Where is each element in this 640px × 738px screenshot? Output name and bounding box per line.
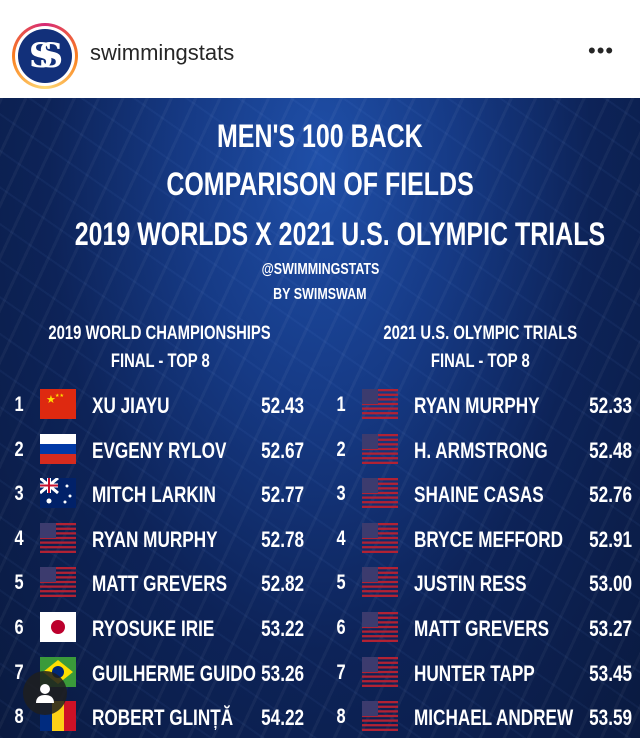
flag-usa-icon: [362, 567, 398, 598]
flag-china-icon: ★ ★★: [40, 389, 76, 419]
swim-time: 53.00: [589, 571, 632, 597]
result-row: 3 MITCH LARKIN 52.77: [0, 474, 318, 514]
swim-time: 52.77: [261, 482, 304, 508]
byline: BY SWIMSWAM: [273, 286, 367, 303]
title-line-2: COMPARISON OF FIELDS: [166, 166, 474, 202]
swim-time: 52.76: [589, 482, 632, 508]
swim-time: 54.22: [261, 705, 304, 731]
more-horizontal-icon[interactable]: •••: [588, 38, 615, 63]
swimmer-name: SHAINE CASAS: [414, 482, 544, 508]
left-heading: 2019 WORLD CHAMPIONSHIPS: [48, 323, 272, 344]
rank: 2: [14, 437, 24, 461]
flag-usa-icon: [40, 567, 76, 598]
post-header: SS swimmingstats •••: [0, 0, 640, 98]
swim-time: 52.67: [261, 437, 304, 463]
rank: 8: [14, 705, 24, 729]
rank: 7: [14, 660, 24, 684]
profile-avatar[interactable]: SS: [12, 23, 78, 89]
swimmer-name: RYAN MURPHY: [414, 393, 540, 418]
swimmingstats-logo: SS: [18, 29, 72, 83]
result-row: 6 MATT GREVERS 53.27: [322, 608, 640, 648]
rank: 2: [336, 437, 346, 461]
result-row: 5 JUSTIN RESS 53.00: [322, 563, 640, 603]
rank: 4: [336, 526, 346, 550]
right-subheading: FINAL - TOP 8: [430, 351, 530, 372]
swimmer-name: MICHAEL ANDREW: [414, 705, 574, 731]
username-link[interactable]: swimmingstats: [90, 40, 235, 65]
rank: 1: [14, 393, 24, 416]
rank: 1: [336, 393, 346, 416]
swimmer-name: RYAN MURPHY: [92, 526, 218, 552]
svg-text:★★: ★★: [55, 393, 64, 399]
swim-time: 53.27: [589, 616, 632, 641]
swimmer-name: MITCH LARKIN: [92, 482, 216, 508]
result-row: 4 RYAN MURPHY 52.78: [0, 519, 318, 559]
title-line-1: MEN'S 100 BACK: [217, 118, 423, 154]
result-row: 4 BRYCE MEFFORD 52.91: [322, 519, 640, 559]
flag-australia-icon: [40, 478, 76, 509]
flag-usa-icon: [362, 701, 398, 732]
flag-usa-icon: [362, 478, 398, 509]
svg-text:★: ★: [46, 394, 56, 406]
result-row: 8 MICHAEL ANDREW 53.59: [322, 697, 640, 737]
rank: 5: [14, 571, 24, 595]
rank: 6: [336, 616, 346, 639]
swimmer-name: RYOSUKE IRIE: [92, 616, 215, 641]
left-subheading: FINAL - TOP 8: [110, 351, 210, 372]
flag-usa-icon: [362, 389, 398, 419]
rank: 5: [336, 571, 346, 595]
swim-time: 52.33: [589, 393, 632, 418]
rank: 8: [336, 705, 346, 729]
rank: 4: [14, 526, 24, 550]
rank: 7: [336, 660, 346, 684]
swim-time: 52.78: [261, 526, 304, 552]
right-heading: 2021 U.S. OLYMPIC TRIALS: [383, 323, 577, 344]
result-row: 8 ROBERT GLINȚĂ 54.22: [0, 697, 318, 737]
swimmer-name: HUNTER TAPP: [414, 660, 535, 686]
swim-time: 53.22: [261, 616, 304, 641]
flag-usa-icon: [362, 612, 398, 642]
rank: 3: [14, 482, 24, 506]
swim-time: 52.43: [261, 393, 304, 418]
flag-usa-icon: [362, 656, 398, 687]
swimmer-name: ROBERT GLINȚĂ: [92, 705, 234, 731]
swimmer-name: MATT GREVERS: [414, 616, 550, 641]
swim-time: 52.48: [589, 437, 632, 463]
swim-time: 52.82: [261, 571, 304, 597]
rank: 3: [336, 482, 346, 506]
flag-russia-icon: [40, 433, 76, 464]
flag-usa-icon: [40, 522, 76, 553]
handle: @SWIMMINGSTATS: [261, 261, 379, 278]
post-image: MEN'S 100 BACK COMPARISON OF FIELDS 2019…: [0, 98, 640, 738]
swim-time: 53.45: [589, 660, 632, 686]
swimmer-name: MATT GREVERS: [92, 571, 228, 597]
flag-japan-icon: [40, 612, 76, 642]
result-row: 2 EVGENY RYLOV 52.67: [0, 430, 318, 470]
swimmer-name: GUILHERME GUIDO: [92, 660, 256, 686]
result-row: 1 ★ ★★ XU JIAYU 52.43: [0, 385, 318, 425]
swim-time: 53.59: [589, 705, 632, 731]
title-line-3: 2019 WORLDS X 2021 U.S. OLYMPIC TRIALS: [74, 216, 606, 252]
flag-usa-icon: [362, 433, 398, 464]
result-row: 2 H. ARMSTRONG 52.48: [322, 430, 640, 470]
result-row: 3 SHAINE CASAS 52.76: [322, 474, 640, 514]
swimmer-name: H. ARMSTRONG: [414, 437, 548, 463]
swimmer-name: BRYCE MEFFORD: [414, 526, 564, 552]
swim-time: 53.26: [261, 660, 304, 686]
flag-usa-icon: [362, 522, 398, 553]
rank: 6: [14, 616, 24, 639]
swimmer-name: XU JIAYU: [92, 393, 170, 418]
result-row: 7 GUILHERME GUIDO 53.26: [0, 653, 318, 693]
swim-time: 52.91: [589, 526, 632, 552]
swimmer-name: EVGENY RYLOV: [92, 437, 227, 463]
result-row: 5 MATT GREVERS 52.82: [0, 563, 318, 603]
result-row: 7 HUNTER TAPP 53.45: [322, 653, 640, 693]
swimmer-name: JUSTIN RESS: [414, 571, 527, 597]
user-tag-icon[interactable]: [23, 671, 67, 715]
result-row: 1 RYAN MURPHY 52.33: [322, 385, 640, 425]
result-row: 6 RYOSUKE IRIE 53.22: [0, 608, 318, 648]
